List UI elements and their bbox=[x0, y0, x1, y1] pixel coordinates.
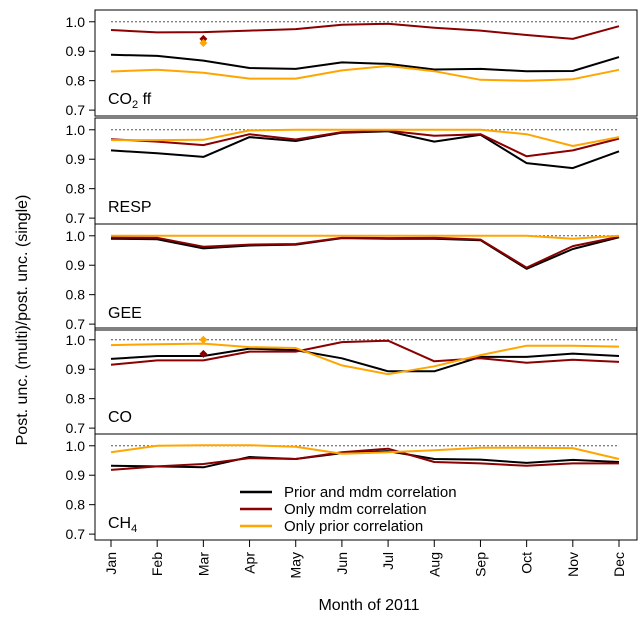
y-tick-label: 1.0 bbox=[66, 438, 86, 454]
y-tick-label: 0.8 bbox=[66, 497, 86, 513]
legend-label: Only mdm correlation bbox=[284, 501, 427, 518]
panels: 0.7 0.8 0.9 1.0 CO2 ff 0.7 0.8 0.9 1.0 RESP 0.7 0.8… bbox=[66, 10, 637, 542]
panel-2: 0.7 0.8 0.9 1.0 RESP bbox=[66, 118, 637, 226]
y-tick-label: 0.9 bbox=[66, 467, 86, 483]
y-tick-label: 0.9 bbox=[66, 257, 86, 273]
x-tick-label: Jan bbox=[103, 552, 119, 575]
series-line-only_prior bbox=[111, 66, 619, 81]
y-tick-label: 0.7 bbox=[66, 102, 86, 118]
panel-label: CO bbox=[108, 409, 132, 426]
panel-label: CH4 bbox=[108, 515, 137, 535]
y-tick-label: 1.0 bbox=[66, 14, 86, 30]
series-line-only_mdm bbox=[111, 24, 619, 39]
x-tick-label: Mar bbox=[195, 552, 211, 576]
series-line-only_prior bbox=[111, 445, 619, 459]
y-tick-label: 1.0 bbox=[66, 122, 86, 138]
panel-frame bbox=[95, 224, 637, 330]
y-tick-label: 0.8 bbox=[66, 181, 86, 197]
marker-only_prior bbox=[199, 39, 207, 47]
y-tick-label: 0.7 bbox=[66, 316, 86, 332]
series-line-prior_and_mdm bbox=[111, 237, 619, 268]
y-tick-label: 0.9 bbox=[66, 43, 86, 59]
y-tick-label: 0.7 bbox=[66, 420, 86, 436]
x-tick-label: Dec bbox=[611, 552, 627, 577]
panel-1: 0.7 0.8 0.9 1.0 CO2 ff bbox=[66, 10, 637, 118]
y-tick-label: 0.9 bbox=[66, 151, 86, 167]
series-line-only_prior bbox=[111, 344, 619, 375]
x-tick-label: Oct bbox=[519, 552, 535, 574]
panel-label: RESP bbox=[108, 199, 152, 216]
x-tick-label: Jul bbox=[380, 552, 396, 570]
panel-3: 0.7 0.8 0.9 1.0 GEE bbox=[66, 224, 637, 332]
panel-4: 0.7 0.8 0.9 1.0 CO bbox=[66, 328, 637, 436]
panel-frame bbox=[95, 118, 637, 224]
y-tick-label: 0.8 bbox=[66, 287, 86, 303]
legend-label: Prior and mdm correlation bbox=[284, 484, 457, 501]
x-tick-label: Apr bbox=[242, 552, 258, 574]
y-tick-label: 0.7 bbox=[66, 526, 86, 542]
x-axis-title: Month of 2011 bbox=[318, 597, 419, 614]
series-line-prior_and_mdm bbox=[111, 131, 619, 168]
y-tick-label: 1.0 bbox=[66, 228, 86, 244]
y-tick-label: 0.8 bbox=[66, 73, 86, 89]
x-tick-label: Feb bbox=[149, 552, 165, 576]
y-tick-label: 0.8 bbox=[66, 391, 86, 407]
x-tick-label: Aug bbox=[426, 552, 442, 577]
y-axis-title: Post. unc. (multi)/post. unc. (single) bbox=[14, 195, 31, 446]
x-axis: Jan Feb Mar Apr May Jun Jul Aug Sep Oct Nov Dec bbox=[103, 540, 627, 578]
x-tick-label: May bbox=[288, 552, 304, 578]
panel-label: GEE bbox=[108, 305, 142, 322]
x-tick-label: Jun bbox=[334, 552, 350, 575]
y-tick-label: 0.9 bbox=[66, 361, 86, 377]
panel-label: CO2 ff bbox=[108, 91, 152, 111]
series-line-only_mdm bbox=[111, 131, 619, 157]
series-line-only_mdm bbox=[111, 237, 619, 268]
x-tick-label: Sep bbox=[472, 552, 488, 577]
y-tick-label: 1.0 bbox=[66, 332, 86, 348]
legend-label: Only prior correlation bbox=[284, 518, 423, 535]
y-tick-label: 0.7 bbox=[66, 210, 86, 226]
marker-only_prior bbox=[199, 336, 207, 344]
x-tick-label: Nov bbox=[565, 552, 581, 577]
